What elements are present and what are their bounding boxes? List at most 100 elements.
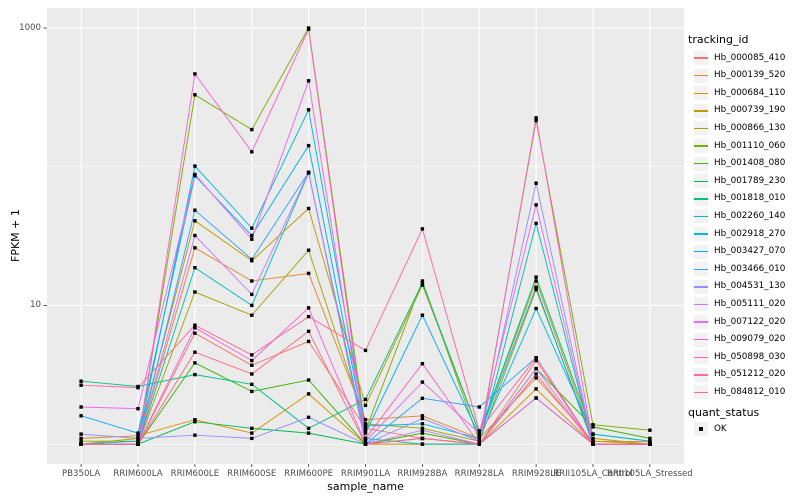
legend-key-box [694,68,708,83]
data-point [363,424,368,428]
data-point [306,426,311,430]
legend-key-box [694,86,708,101]
x-tick-label: RRIM600LA [113,469,163,479]
data-point [306,248,311,252]
data-point [79,379,83,383]
data-point [250,313,254,317]
data-point [477,442,481,446]
series-color-line-icon [694,215,708,218]
series-color-line-icon [694,338,708,341]
data-point [193,246,197,250]
series-color-line-icon [694,74,708,77]
data-point [363,431,368,435]
legend-item-label: Hb_000866_130 [714,122,786,133]
data-point [420,396,425,400]
data-point [363,429,368,433]
data-point [648,442,652,446]
series-color-line-icon [694,127,708,130]
legend-item-label: OK [714,423,727,434]
data-point [193,72,197,76]
x-tick-label: RRIM928BA [397,469,448,479]
legend-item-label: Hb_005111_020 [714,298,786,309]
series-color-line-icon [694,92,708,94]
data-point [250,226,254,230]
data-point [420,416,425,421]
series-color-line-icon [694,303,708,306]
x-axis-title: sample_name [327,480,404,493]
data-point [420,227,425,231]
data-point [306,306,311,310]
data-point [306,271,311,276]
data-point [648,428,652,432]
data-point [534,181,538,185]
data-point [79,439,83,443]
data-point [306,170,311,175]
data-point [534,279,538,283]
legend-item-label: Hb_000085_410 [714,52,786,63]
data-point [79,414,83,418]
x-tick-label: RRIM600PE [284,469,334,479]
data-point [363,403,368,408]
series-color-line-icon [694,286,708,288]
legend-key-box [694,315,708,329]
y-tick-label: 1000 [19,22,41,33]
legend-key-box [694,227,708,241]
data-point [250,233,254,238]
data-point [193,418,197,422]
legend-key-box [694,367,708,382]
data-point [306,431,311,435]
data-point [79,442,83,446]
y-tick-label: 10 [30,300,41,311]
data-point [648,439,652,443]
data-point [477,431,481,435]
data-point [193,372,197,377]
data-point [250,279,254,283]
data-point [477,434,481,438]
legend-key-box [694,174,708,189]
data-point [193,290,197,294]
data-point [79,432,83,436]
series-color-line-icon [694,268,708,270]
data-point [136,434,140,438]
data-point [306,339,311,344]
data-point [306,108,311,112]
data-point [591,432,595,436]
data-point [79,436,83,441]
data-point [193,164,197,168]
data-point [250,150,254,154]
data-point [477,429,481,433]
y-axis-title: FPKM + 1 [9,209,22,262]
data-point [420,422,425,426]
series-color-line-icon [694,110,708,112]
x-tick-label: RRIM901LA [340,469,391,479]
x-tick-label: RRIM928LE [511,469,561,479]
data-point [363,426,368,430]
data-point [306,314,311,319]
data-point [193,93,197,97]
series-color-line-icon [694,356,708,358]
data-point [534,285,538,289]
legend-item-label: Hb_002918_270 [714,228,786,239]
data-point [250,353,254,357]
series-color-line-icon [694,180,708,182]
data-point [534,221,538,226]
data-point [477,439,481,443]
data-point [363,397,368,402]
data-point [363,442,368,446]
legend-key-box [694,209,708,224]
data-point [306,79,311,83]
legend-key-box [694,279,708,294]
series-color-line-icon [694,250,708,253]
legend-item-label: Hb_003466_010 [714,263,786,274]
data-point [363,439,368,443]
legend-key-box [694,139,708,153]
data-point [420,414,425,418]
data-point [420,281,425,285]
data-point [591,442,595,446]
legend-item-label: Hb_001110_060 [714,140,786,151]
data-point [534,356,538,360]
legend-item-label: Hb_001818_010 [714,193,786,204]
legend-item-label: Hb_004531_130 [714,281,786,292]
